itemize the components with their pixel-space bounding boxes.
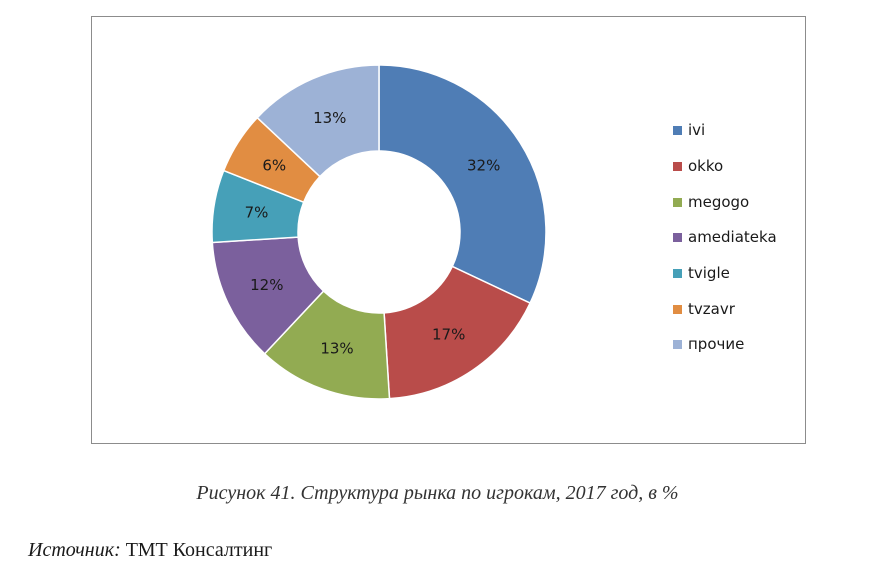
source-label: Источник:: [28, 539, 121, 561]
legend-swatch: [673, 269, 682, 279]
legend-swatch: [673, 340, 682, 350]
chart-area: 32% 17% 13% 12% 7% 6% 13% ivi okko megogo amediat…: [91, 16, 806, 444]
slice-прочие: [256, 64, 380, 178]
figure-caption: Рисунок 41. Структура рынка по игрокам, …: [0, 482, 875, 505]
legend-swatch: [673, 233, 682, 243]
legend-label: amediateka: [688, 228, 777, 247]
legend-item-megogo: megogo: [673, 184, 803, 220]
legend-label: tvigle: [688, 264, 730, 283]
donut-chart: 32% 17% 13% 12% 7% 6% 13%: [211, 64, 547, 400]
source-line: Источник: ТМТ Консалтинг: [28, 539, 272, 562]
figure-caption-text: Рисунок 41. Структура рынка по игрокам, …: [196, 482, 679, 504]
legend-label: megogo: [688, 192, 750, 211]
data-label-megogo: 13%: [320, 340, 353, 358]
data-label-okko: 17%: [432, 326, 465, 344]
legend-swatch: [673, 126, 682, 136]
legend-label: okko: [688, 157, 724, 176]
legend-label: tvzavr: [688, 299, 735, 318]
legend-item-tvzavr: tvzavr: [673, 291, 803, 327]
data-label-прочие: 13%: [313, 109, 346, 127]
chart-legend: ivi okko megogo amediateka tvigle tvzavr прочи…: [673, 113, 803, 363]
source-text: ТМТ Консалтинг: [125, 539, 273, 561]
legend-swatch: [673, 304, 682, 314]
legend-label: ivi: [688, 121, 706, 140]
legend-item-okko: okko: [673, 149, 803, 185]
data-label-tvigle: 7%: [245, 204, 269, 222]
data-label-ivi: 32%: [467, 157, 500, 175]
legend-label: прочие: [688, 335, 745, 354]
data-label-amediateka: 12%: [250, 276, 283, 294]
data-label-tvzavr: 6%: [262, 157, 286, 175]
legend-item-ivi: ivi: [673, 113, 803, 149]
slice-okko: [383, 265, 532, 400]
legend-swatch: [673, 162, 682, 172]
legend-item-amediateka: amediateka: [673, 220, 803, 256]
legend-item-tvigle: tvigle: [673, 256, 803, 292]
legend-item-прочие: прочие: [673, 327, 803, 363]
slice-ivi: [378, 64, 547, 305]
legend-swatch: [673, 197, 682, 207]
